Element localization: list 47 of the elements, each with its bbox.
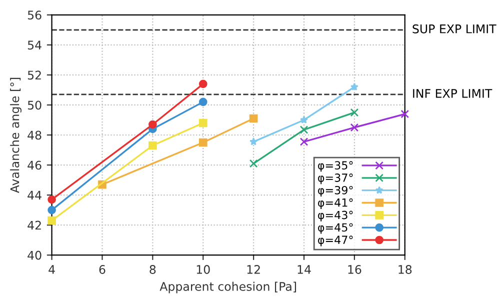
- legend-label: φ=43°: [318, 210, 353, 222]
- x-tick-label: 12: [247, 265, 260, 274]
- point: [300, 126, 308, 134]
- y-axis-title: Avalanche angle [°]: [10, 78, 22, 194]
- point: [198, 118, 208, 128]
- point: [300, 116, 308, 124]
- y-tick-label: 56: [28, 10, 42, 20]
- x-tick-label: 16: [348, 265, 362, 274]
- legend-label: φ=35°: [318, 161, 353, 172]
- legend-label: φ=39°: [318, 186, 353, 197]
- point: [350, 108, 359, 117]
- point: [48, 195, 56, 204]
- point: [350, 123, 359, 132]
- point: [148, 120, 157, 129]
- y-tick-label: 40: [28, 250, 42, 260]
- ref-line-label: INF EXP LIMIT: [413, 89, 492, 98]
- point: [350, 82, 358, 90]
- y-tick-label: 54: [28, 40, 42, 50]
- point: [198, 98, 208, 106]
- y-tick-label: 50: [28, 100, 42, 110]
- point: [48, 216, 56, 225]
- point: [198, 80, 208, 88]
- point: [400, 110, 410, 118]
- legend-label: φ=47°: [318, 236, 353, 246]
- x-tick-label: 8: [150, 265, 156, 274]
- ref-line-label: SUP EXP LIMIT: [412, 24, 496, 34]
- legend-label: φ=45°: [318, 223, 353, 234]
- point: [198, 138, 208, 147]
- y-tick-label: 52: [28, 70, 41, 80]
- x-tick-label: 4: [48, 265, 55, 274]
- y-tick-label: 42: [28, 220, 41, 230]
- y-tick-label: 46: [28, 160, 42, 170]
- x-tick-label: 10: [196, 265, 210, 274]
- y-tick-label: 48: [28, 130, 42, 140]
- point: [148, 141, 157, 150]
- point: [48, 206, 56, 214]
- point: [249, 159, 258, 168]
- point: [300, 138, 308, 146]
- legend-label: φ=37°: [318, 174, 353, 184]
- point: [249, 114, 258, 123]
- y-tick-label: 44: [28, 190, 42, 200]
- x-tick-label: 6: [99, 265, 106, 274]
- x-axis-title: Apparent cohesion [Pa]: [160, 282, 296, 294]
- x-tick-label: 18: [398, 265, 412, 274]
- x-tick-label: 14: [298, 265, 311, 274]
- point: [250, 138, 258, 146]
- legend-label: φ=41°: [318, 198, 353, 209]
